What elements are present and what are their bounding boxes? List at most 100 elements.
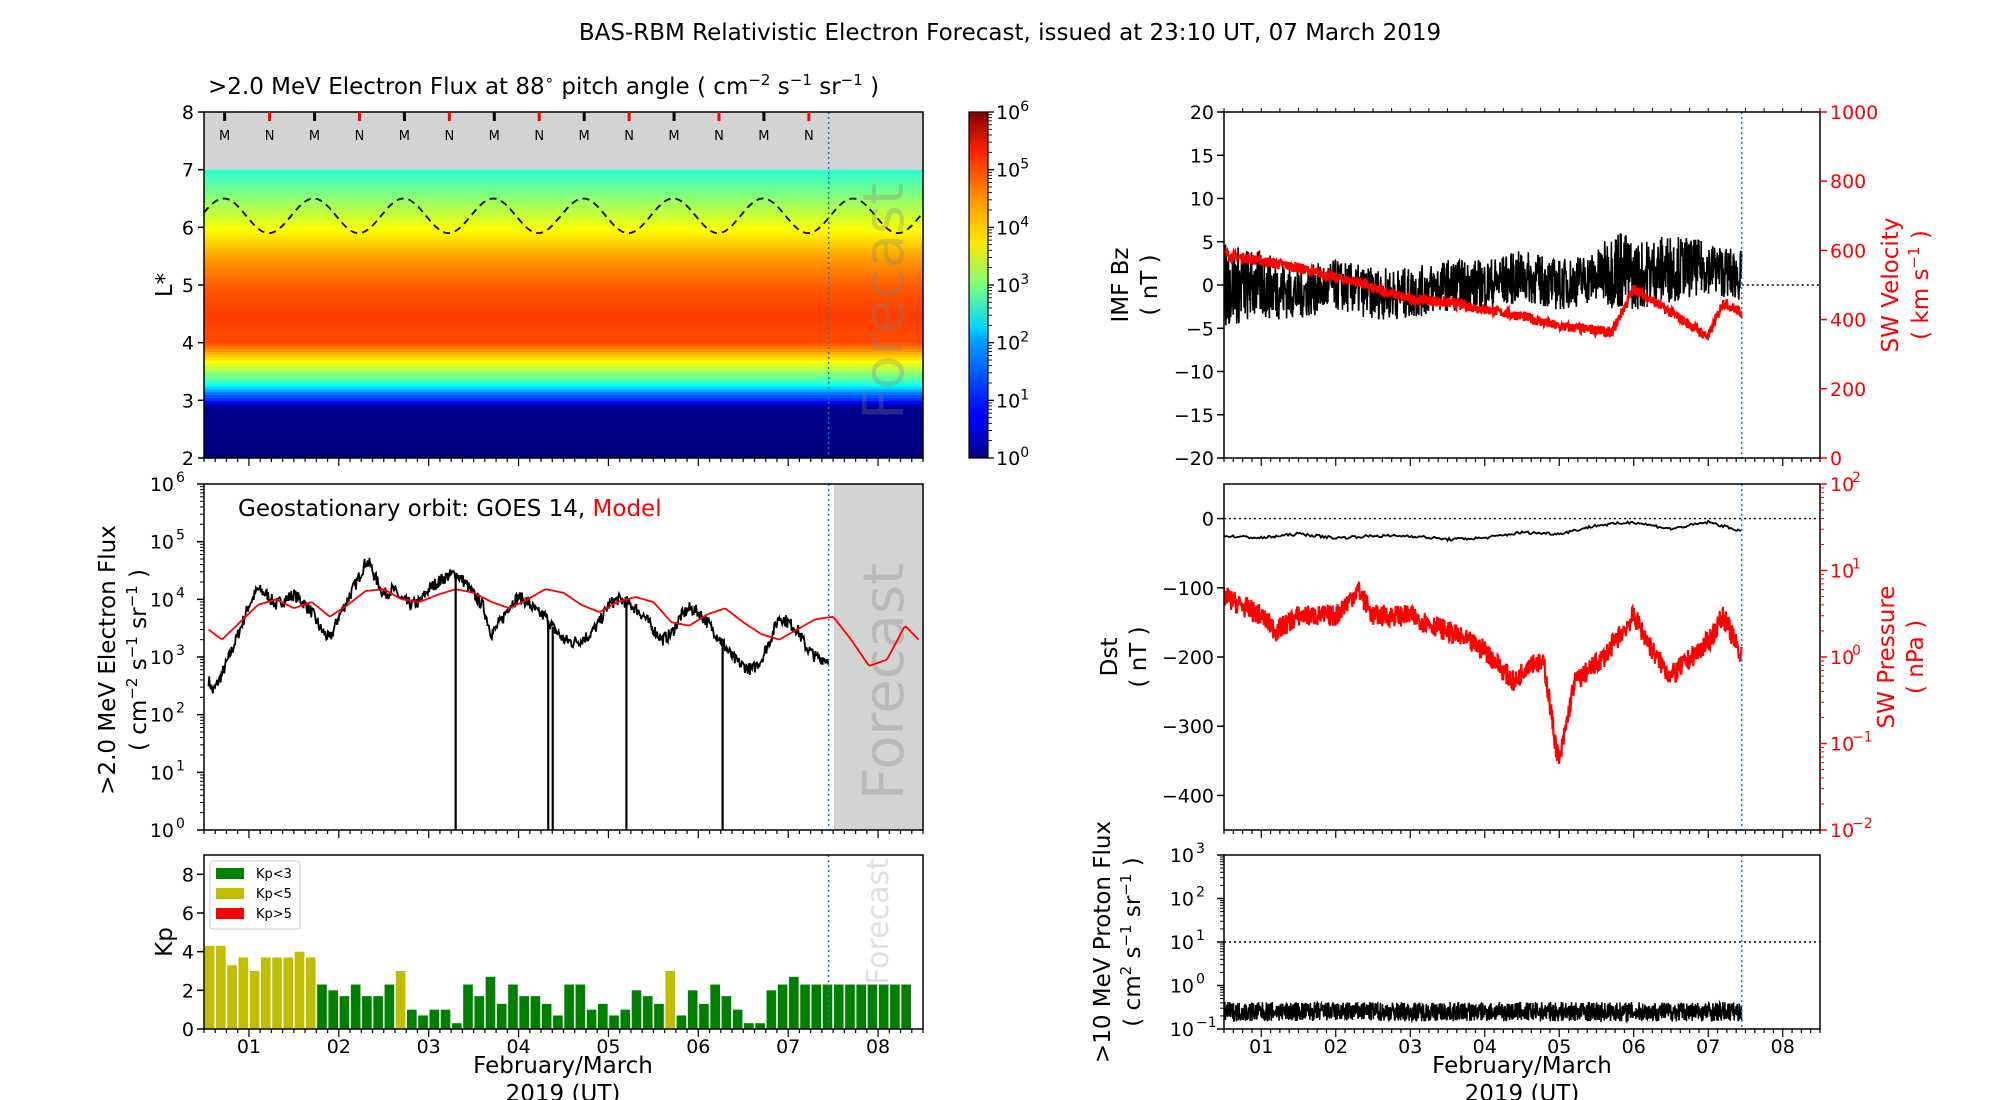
- heatmap-band: [204, 429, 923, 433]
- heatmap-title-unit: pitch angle ( cm: [561, 74, 748, 100]
- proton-ytick-exponent: −1: [1196, 1015, 1217, 1031]
- kp-bar: [418, 1015, 428, 1029]
- geo-ytick-label: 10: [150, 705, 174, 727]
- heatmap-band: [204, 365, 923, 370]
- kp-bar: [665, 971, 676, 1029]
- heatmap-band: [204, 238, 923, 243]
- kp-ytick-label: 8: [182, 864, 194, 886]
- kp-bar: [260, 957, 271, 1029]
- dst-lines: [1224, 484, 1820, 830]
- kp-bar: [463, 984, 473, 1029]
- kp-legend-label: Kp<3: [256, 867, 292, 882]
- dst-ytick-label: −300: [1162, 716, 1214, 738]
- x-tick-label: 01: [1249, 1036, 1273, 1058]
- heatmap-band: [204, 351, 923, 355]
- kp-bar: [732, 1009, 743, 1029]
- geo-ytick-exponent: 1: [176, 758, 185, 774]
- heatmap-band: [204, 449, 923, 453]
- kp-bar: [339, 996, 350, 1029]
- colorbar-tick-label: 104: [996, 214, 1029, 239]
- heatmap-band: [204, 267, 923, 272]
- heatmap-band: [204, 452, 923, 456]
- heatmap-band: [204, 181, 923, 185]
- heatmap-band: [204, 207, 923, 211]
- imf-ytick-label: −10: [1174, 362, 1214, 384]
- kp-legend-swatch: [216, 888, 244, 899]
- x-tick-label: 06: [1622, 1036, 1646, 1058]
- figure-title: BAS-RBM Relativistic Electron Forecast, …: [579, 20, 1441, 46]
- kp-bar: [822, 984, 833, 1029]
- heatmap-band: [204, 362, 923, 367]
- kp-y-axis: 0 2 4 6 8: [182, 864, 204, 1041]
- x-tick-label: 05: [1547, 1036, 1571, 1058]
- geo-ytick-label: 10: [150, 532, 174, 554]
- kp-bar: [362, 996, 372, 1029]
- imf-ylabel-line1: IMF Bz: [1108, 247, 1134, 322]
- heatmap-band: [204, 443, 923, 448]
- mn-marker-label: M: [758, 129, 769, 144]
- dst-right-ylabel-line1: SW Pressure: [1874, 586, 1900, 729]
- heatmap-band: [204, 310, 923, 315]
- colorbar-tick-label: 101: [996, 387, 1029, 412]
- kp-ytick-label: 0: [182, 1019, 194, 1041]
- heatmap-band: [204, 339, 923, 344]
- heatmap-panel: >2.0 MeV Electron Flux at 88∘ pitch angl…: [152, 71, 924, 470]
- geo-panel: Forecast Geostationary orbit: GOES 14, M…: [95, 470, 924, 842]
- colorbar-tick-label: 100: [996, 445, 1029, 470]
- proton-ytick-exponent: 0: [1196, 972, 1205, 988]
- kp-bar: [777, 984, 788, 1029]
- heatmap-band: [204, 342, 923, 347]
- geo-ytick-label: 10: [150, 474, 174, 496]
- heatmap-band: [204, 178, 923, 182]
- heatmap-band: [204, 423, 923, 427]
- heatmap-band: [204, 331, 923, 335]
- kp-legend-swatch: [216, 868, 244, 879]
- dst-ytick-label: 0: [1202, 509, 1214, 531]
- proton-ytick-exponent: 3: [1196, 841, 1205, 857]
- x-tick-label: 03: [1398, 1036, 1422, 1058]
- geo-annotation-model: Model: [593, 496, 662, 522]
- geo-ytick-exponent: 5: [176, 528, 185, 544]
- heatmap-band: [204, 256, 923, 260]
- heatmap-band: [204, 313, 923, 318]
- colorbar-gradient: [968, 111, 989, 459]
- proton-ytick-exponent: 1: [1196, 928, 1205, 944]
- kp-bar: [407, 1009, 417, 1029]
- heatmap-band: [204, 420, 923, 424]
- heatmap-band: [204, 368, 923, 373]
- svg-text:>2.0 MeV Electron Flux at 88∘: >2.0 MeV Electron Flux at 88∘ pitch angl…: [208, 71, 879, 100]
- geo-lines: [207, 484, 920, 830]
- mn-marker-label: M: [309, 129, 320, 144]
- kp-ylabel: Kp: [152, 927, 178, 957]
- right-xlabel-line1: February/March: [1432, 1053, 1612, 1079]
- proton-ytick-label: 10: [1170, 976, 1194, 998]
- heatmap-ylabel: L*: [152, 273, 178, 297]
- kp-bar: [227, 965, 237, 1029]
- x-tick-label: 08: [866, 1036, 890, 1058]
- geo-ytick-exponent: 6: [176, 470, 185, 486]
- heatmap-band: [204, 235, 923, 240]
- heatmap-band: [204, 215, 923, 220]
- right-xlabel-line2: 2019 (UT): [1465, 1081, 1580, 1100]
- heatmap-band: [204, 290, 923, 295]
- geo-annotation-prefix: Geostationary orbit: GOES 14,: [238, 496, 585, 522]
- x-tick-label: 03: [417, 1036, 441, 1058]
- heatmap-dashed-contour: [204, 197, 923, 235]
- heatmap-band: [204, 264, 923, 269]
- heatmap-band: [204, 406, 923, 410]
- mn-marker-label: M: [579, 129, 590, 144]
- proton-ylabel-line2: ( cm2 s−1 sr−1 ): [1117, 857, 1146, 1026]
- x-tick-label: 04: [506, 1036, 530, 1058]
- heatmap-band: [204, 259, 923, 263]
- heatmap-band: [204, 354, 923, 358]
- geo-ylabel-line2: ( cm−2 s−1 sr−1 ): [123, 569, 152, 751]
- dst-ytick-label: −200: [1162, 647, 1214, 669]
- heatmap-band: [204, 279, 923, 283]
- kp-bar: [867, 984, 878, 1029]
- imf-right-y-axis: 1000 800 600 400 200 0: [1820, 102, 1878, 470]
- kp-bar: [687, 990, 698, 1029]
- kp-ytick-label: 6: [182, 903, 194, 925]
- heatmap-band: [204, 244, 923, 249]
- heatmap-band: [204, 201, 923, 205]
